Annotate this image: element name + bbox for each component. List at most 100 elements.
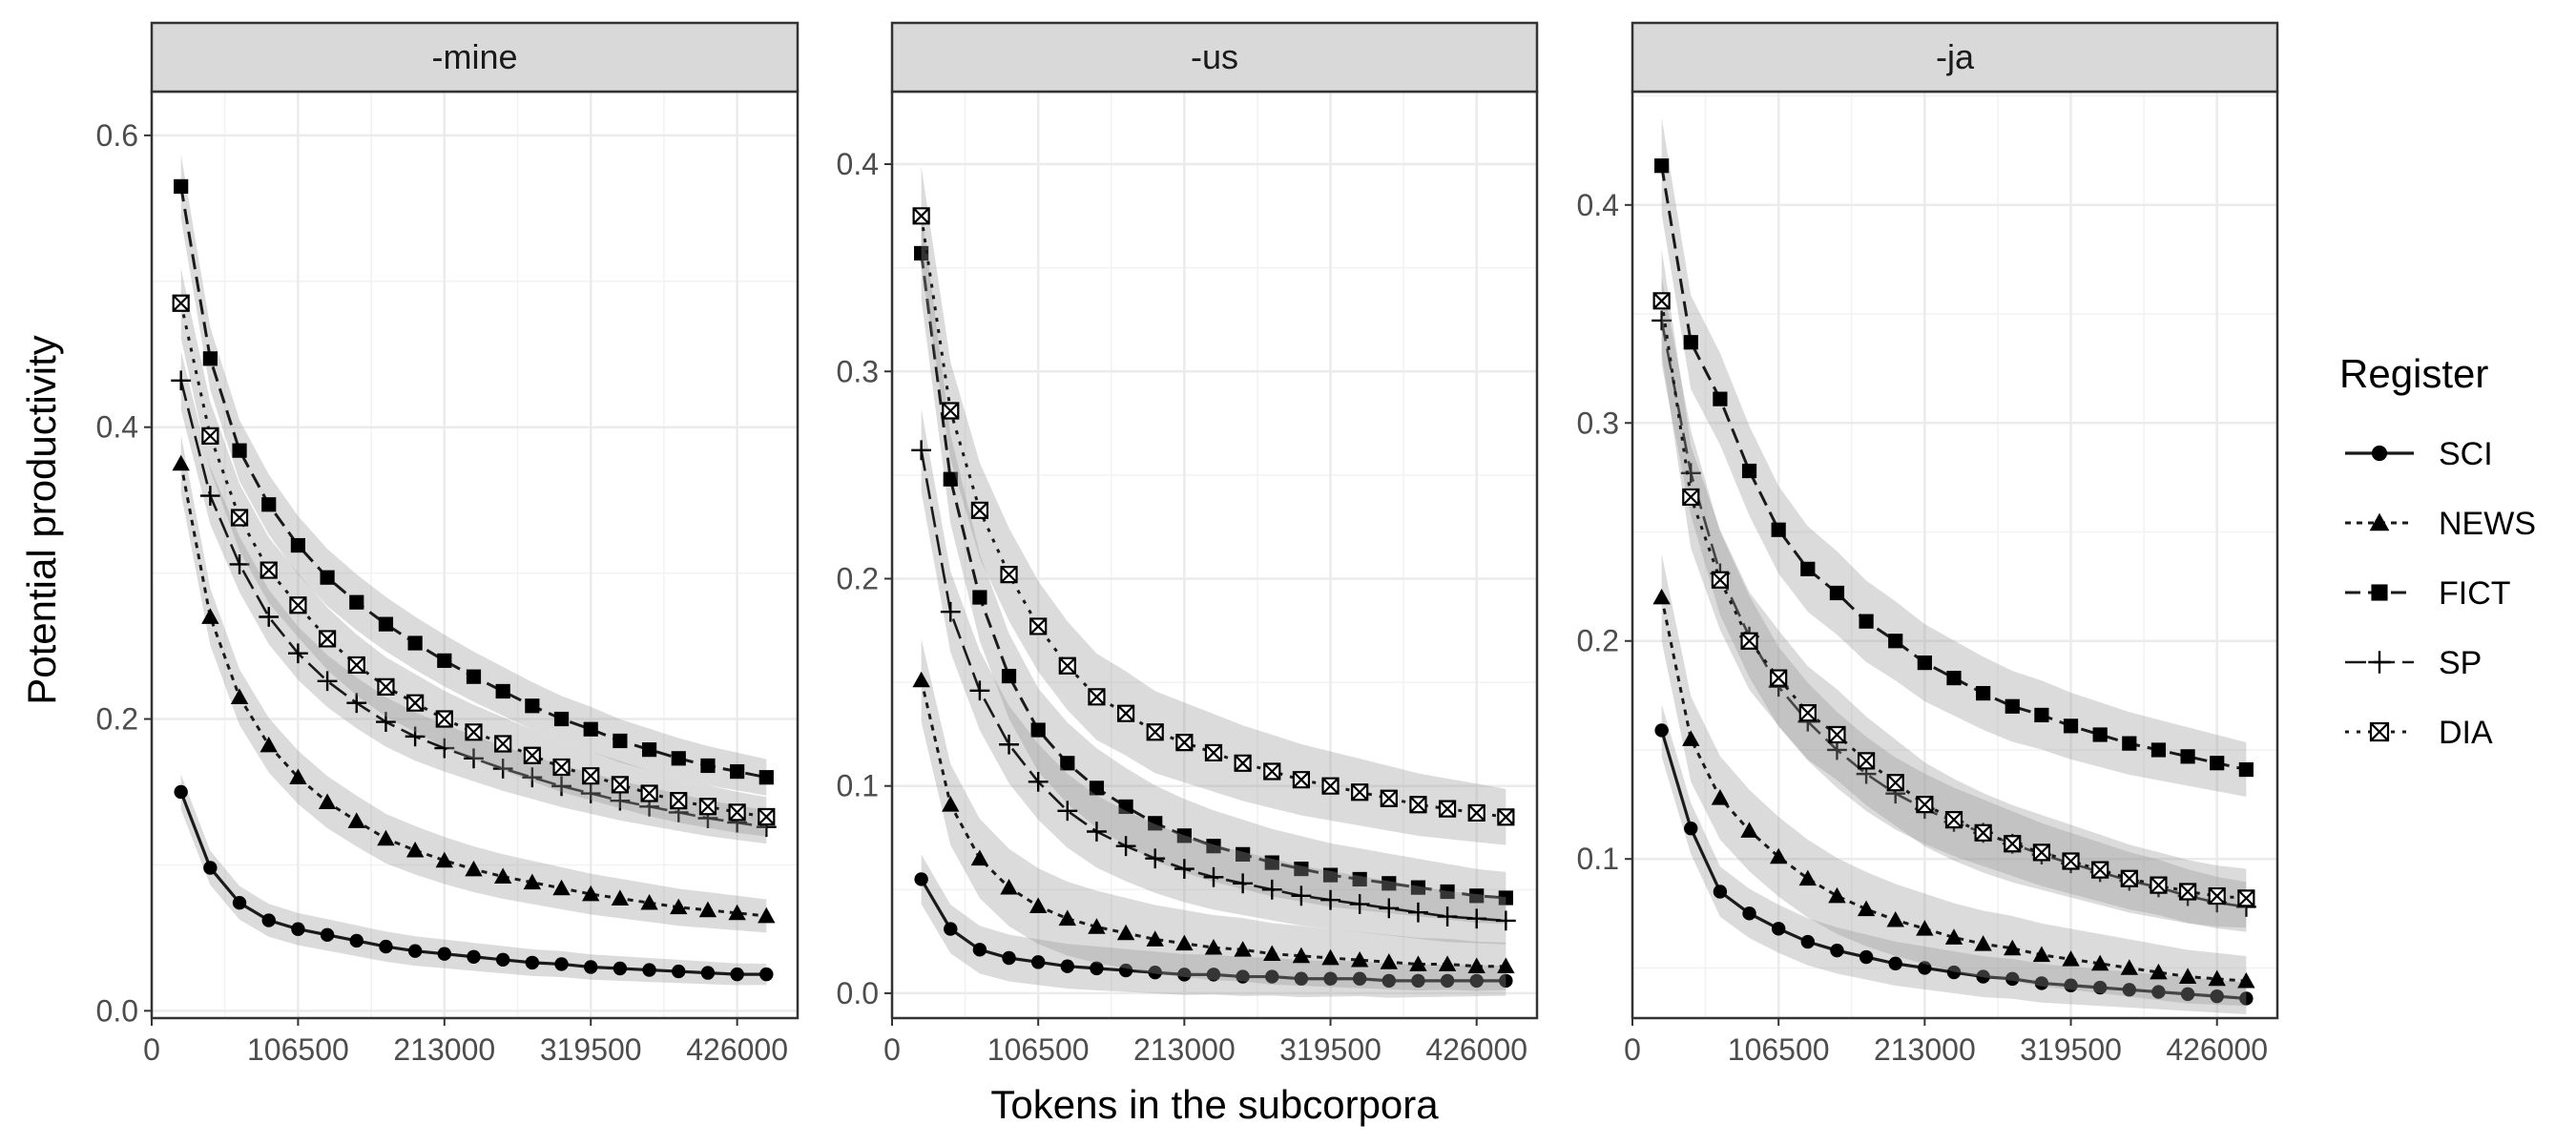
data-point (259, 607, 280, 627)
data-point (1234, 754, 1252, 772)
data-point (407, 635, 423, 651)
series-sci (1654, 704, 2254, 1014)
data-point (553, 711, 570, 727)
confidence-band (180, 268, 767, 837)
data-point (554, 957, 569, 971)
data-point (1060, 959, 1075, 973)
data-point (1440, 973, 1455, 989)
data-point (1408, 902, 1428, 923)
data-point (523, 873, 542, 890)
data-point (1321, 948, 1340, 966)
data-point (492, 759, 513, 779)
data-point (1028, 897, 1048, 914)
y-tick-label: 0.6 (96, 118, 138, 153)
data-point (1829, 585, 1845, 601)
data-point (670, 792, 688, 810)
data-point (1088, 918, 1106, 934)
data-point (437, 947, 452, 961)
data-point (407, 944, 423, 958)
series-sp (171, 351, 777, 844)
data-point (914, 245, 929, 261)
data-point (172, 294, 190, 312)
data-point (2208, 969, 2226, 987)
data-point (1116, 704, 1135, 722)
data-point (376, 712, 396, 732)
data-point (1857, 752, 1876, 770)
confidence-band (1661, 117, 2247, 798)
data-point (1294, 971, 1309, 986)
data-point (642, 963, 656, 977)
data-point (1466, 908, 1487, 929)
y-tick-label: 0.1 (1577, 842, 1619, 876)
data-point (943, 471, 958, 487)
confidence-band (1661, 277, 2247, 932)
data-point (1498, 890, 1513, 906)
data-point (1740, 822, 1758, 838)
data-point (698, 901, 717, 918)
data-point (1888, 956, 1902, 971)
data-point (583, 721, 598, 737)
strip-background (890, 21, 1539, 94)
data-point (1411, 973, 1425, 989)
data-point (2150, 963, 2168, 980)
data-point (1175, 733, 1194, 752)
data-point (1118, 963, 1133, 978)
data-point (1438, 800, 1457, 818)
data-point (290, 537, 306, 553)
data-point (758, 807, 776, 826)
data-point (435, 710, 453, 728)
data-point (1974, 823, 1992, 842)
data-point (1409, 796, 1427, 814)
data-point (1001, 668, 1017, 684)
data-point (1859, 949, 1874, 965)
data-point (1265, 969, 1279, 984)
data-point (1828, 886, 1846, 904)
data-point (2178, 883, 2197, 901)
data-point (1652, 310, 1672, 331)
data-point (672, 964, 686, 979)
data-point (434, 738, 455, 759)
data-point (1682, 730, 1700, 746)
data-point (970, 849, 989, 866)
data-point (1798, 869, 1818, 886)
panel-background (1632, 92, 2277, 1018)
data-point (203, 861, 218, 875)
data-point (1741, 463, 1757, 479)
data-point (347, 812, 365, 828)
data-point (1654, 158, 1670, 174)
confidence-band (1661, 248, 2247, 928)
data-point (201, 608, 219, 624)
legend-item-dia: DIA (2345, 715, 2493, 751)
data-point (1090, 961, 1104, 976)
series-sci (174, 774, 774, 986)
data-point (1148, 816, 1163, 831)
data-point (640, 893, 658, 910)
data-point (232, 443, 247, 458)
x-tick-label: 106500 (1728, 1032, 1830, 1067)
series-line (179, 302, 767, 819)
data-point (1323, 971, 1338, 986)
data-point (1944, 810, 1963, 829)
data-point (1234, 941, 1252, 957)
data-point (1713, 391, 1728, 406)
panel-us: -us 0.0 0.1 0.2 0.3 0.4 0 106500 213000 319500 426… (837, 21, 1539, 1067)
data-point (199, 486, 220, 506)
data-point (1380, 789, 1398, 807)
data-point (1711, 789, 1730, 805)
confidence-band (921, 166, 1506, 845)
data-point (1771, 922, 1786, 936)
data-point (1467, 957, 1485, 974)
data-point (759, 967, 774, 982)
confidence-band (921, 207, 1506, 925)
panel-ja: -ja 0.1 0.2 0.3 0.4 0 106500 213000 319500 426000 (1577, 21, 2279, 1067)
y-axis-title: Potential productivity (19, 335, 64, 705)
series-line (920, 253, 1506, 900)
data-point (289, 768, 307, 785)
data-point (1497, 808, 1515, 826)
data-point (1467, 803, 1485, 822)
data-point (1148, 966, 1162, 980)
data-point (2151, 985, 2166, 999)
data-point (229, 554, 250, 574)
data-point (2122, 736, 2137, 751)
data-point (2237, 971, 2255, 989)
